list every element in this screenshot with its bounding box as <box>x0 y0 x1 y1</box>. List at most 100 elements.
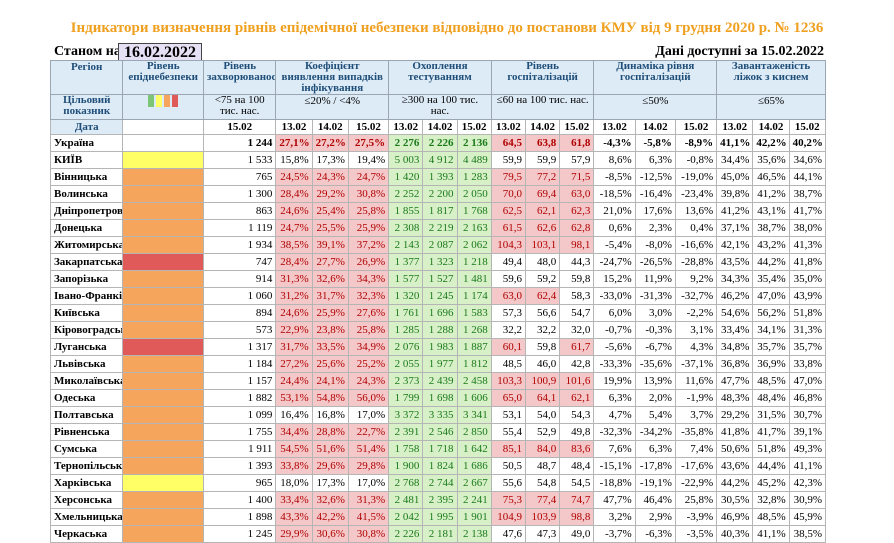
incidence-cell: 1 244 <box>202 134 277 152</box>
region-name: Луганська <box>49 338 124 356</box>
testing-cell: 1 527 <box>422 270 458 288</box>
testing-cell: 2 055 <box>388 355 424 373</box>
beds-cell: 44,1% <box>788 168 827 186</box>
hosp-cell: 48,5 <box>490 355 526 373</box>
testing-cell: 2 219 <box>422 219 458 237</box>
level-cell <box>122 474 204 492</box>
beds-cell: 46,9% <box>716 508 754 526</box>
detection-cell: 56,0% <box>347 389 390 407</box>
hosp-cell: 61,5 <box>490 219 526 237</box>
dyn-cell: -28,8% <box>674 253 718 271</box>
table-row: Запорізька 914 31,3% 32,6% 34,3% 1 577 1 527 1 … <box>49 270 827 288</box>
hosp-cell: 62,1 <box>524 202 561 220</box>
beds-cell: 40,3% <box>716 525 754 543</box>
header-incidence: Рівень захворюваності <box>202 60 277 95</box>
detection-cell: 25,2% <box>347 355 390 373</box>
hosp-cell: 49,8 <box>559 423 595 441</box>
level-cell <box>122 355 204 373</box>
beds-cell: 41,8% <box>788 253 827 271</box>
region-name: Київська <box>49 304 124 322</box>
dyn-cell: -32,3% <box>593 423 636 441</box>
detection-cell: 25,8% <box>347 202 390 220</box>
beds-cell: 41,7% <box>788 202 827 220</box>
date-col: 14.02 <box>634 119 676 135</box>
region-name: Кіровоградська <box>49 321 124 339</box>
table-row: Львівська 1 184 27,2% 25,6% 25,2% 2 055 1 977 1… <box>49 355 827 373</box>
detection-cell: 27,5% <box>347 134 390 152</box>
hosp-cell: 57,3 <box>490 304 526 322</box>
detection-cell: 16,8% <box>311 406 349 424</box>
testing-cell: 2 241 <box>456 491 492 509</box>
hosp-cell: 79,5 <box>490 168 526 186</box>
testing-cell: 2 226 <box>388 525 424 543</box>
testing-cell: 1 583 <box>456 304 492 322</box>
beds-cell: 43,5% <box>716 253 754 271</box>
incidence-cell: 1 245 <box>202 525 277 543</box>
region-name: КИЇВ <box>49 151 124 169</box>
legend-red <box>172 95 179 108</box>
beds-cell: 44,2% <box>752 253 790 271</box>
beds-cell: 48,4% <box>752 389 790 407</box>
dyn-cell: 47,7% <box>593 491 636 509</box>
dyn-cell: 6,3% <box>634 440 676 458</box>
dyn-cell: 2,3% <box>634 219 676 237</box>
date-row: Дата 15.02 13.02 14.02 15.02 13.02 14.02 15.… <box>49 119 827 135</box>
testing-cell: 1 577 <box>388 270 424 288</box>
beds-cell: 56,2% <box>752 304 790 322</box>
legend-orange <box>164 95 171 108</box>
hosp-cell: 74,7 <box>559 491 595 509</box>
beds-cell: 33,4% <box>716 321 754 339</box>
beds-cell: 36,9% <box>752 355 790 373</box>
beds-cell: 34,3% <box>716 270 754 288</box>
beds-cell: 36,8% <box>716 355 754 373</box>
hosp-cell: 58,3 <box>559 287 595 305</box>
region-name: Донецька <box>49 219 124 237</box>
beds-cell: 30,7% <box>788 406 827 424</box>
level-cell <box>122 287 204 305</box>
region-name: Сумська <box>49 440 124 458</box>
target-hosp: ≤60 на 100 тис. нас. <box>490 94 595 120</box>
dyn-cell: -8,0% <box>634 236 676 254</box>
hosp-cell: 55,6 <box>490 474 526 492</box>
table-row: Вінницька 765 24,5% 24,3% 24,7% 1 420 1 393 1 2… <box>49 168 827 186</box>
hosp-cell: 48,0 <box>524 253 561 271</box>
beds-cell: 44,2% <box>716 474 754 492</box>
level-cell <box>122 423 204 441</box>
detection-cell: 28,8% <box>311 423 349 441</box>
hosp-cell: 83,6 <box>559 440 595 458</box>
detection-cell: 26,9% <box>347 253 390 271</box>
date-col: 14.02 <box>524 119 561 135</box>
level-cell <box>122 185 204 203</box>
hosp-cell: 62,3 <box>559 202 595 220</box>
dyn-cell: 25,8% <box>674 491 718 509</box>
region-name: Запорізька <box>49 270 124 288</box>
dyn-cell: -19,0% <box>674 168 718 186</box>
beds-cell: 42,2% <box>752 134 790 152</box>
dyn-cell: -5,8% <box>634 134 676 152</box>
detection-cell: 24,1% <box>311 372 349 390</box>
incidence-cell: 1 300 <box>202 185 277 203</box>
hosp-cell: 48,4 <box>559 457 595 475</box>
beds-cell: 46,5% <box>752 168 790 186</box>
testing-cell: 1 642 <box>456 440 492 458</box>
hosp-cell: 52,9 <box>524 423 561 441</box>
dyn-cell: -16,6% <box>674 236 718 254</box>
dyn-cell: -4,3% <box>593 134 636 152</box>
dyn-cell: -24,7% <box>593 253 636 271</box>
date-col: 13.02 <box>716 119 754 135</box>
testing-cell: 1 285 <box>388 321 424 339</box>
testing-cell: 1 320 <box>388 287 424 305</box>
level-cell <box>122 440 204 458</box>
hosp-cell: 62,8 <box>559 219 595 237</box>
incidence-cell: 747 <box>202 253 277 271</box>
hosp-cell: 47,6 <box>490 525 526 543</box>
testing-cell: 1 698 <box>422 389 458 407</box>
testing-cell: 2 308 <box>388 219 424 237</box>
dyn-cell: 6,3% <box>634 151 676 169</box>
detection-cell: 25,9% <box>347 219 390 237</box>
beds-cell: 44,4% <box>752 457 790 475</box>
detection-cell: 34,3% <box>347 270 390 288</box>
beds-cell: 34,6% <box>788 151 827 169</box>
testing-cell: 2 667 <box>456 474 492 492</box>
